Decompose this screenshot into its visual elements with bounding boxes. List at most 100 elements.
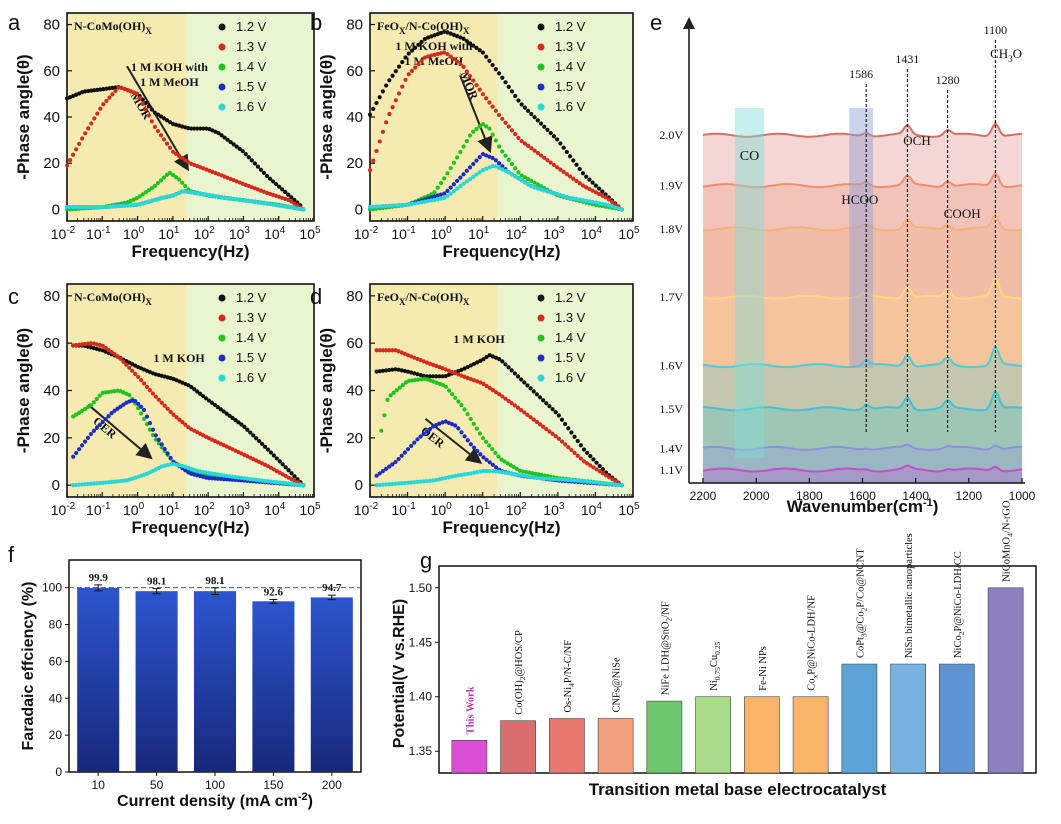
data-point	[168, 409, 173, 414]
x-tick-exponent: 3	[244, 501, 250, 512]
data-point	[519, 178, 524, 183]
data-point	[180, 155, 185, 161]
catalyst-label: NiCo2P@NiCo-LDH/CC	[953, 551, 966, 658]
data-point	[164, 118, 170, 123]
data-point	[561, 145, 566, 150]
data-point	[400, 382, 405, 388]
data-point	[216, 130, 221, 136]
data-point	[438, 196, 444, 201]
x-tick-base: 10	[194, 226, 210, 242]
data-point	[584, 174, 589, 179]
data-point	[493, 164, 498, 169]
data-point	[451, 56, 456, 62]
data-point	[289, 471, 294, 476]
bar-catalyst-6	[744, 696, 780, 774]
data-point	[137, 95, 142, 101]
data-point	[453, 371, 458, 376]
data-point	[487, 58, 492, 63]
panel-f: f 99.9 10 98.1 50 98.1 100 92.6 150 94.7 200 0 20 40 6…	[8, 542, 362, 810]
x-tick-exponent: -1	[407, 225, 416, 236]
data-point	[475, 448, 480, 454]
x-axis-title: Frequency(Hz)	[131, 518, 249, 537]
data-point	[509, 161, 515, 167]
data-point	[183, 158, 188, 163]
x-tick-exponent: 5	[315, 225, 321, 236]
data-point	[544, 476, 549, 481]
data-point	[171, 412, 176, 417]
data-point	[116, 85, 121, 90]
data-point	[110, 204, 115, 209]
data-point	[248, 430, 253, 435]
data-point	[203, 396, 209, 401]
y-tick-label: 1.40	[409, 690, 433, 704]
data-point	[512, 371, 517, 376]
data-point	[73, 205, 79, 210]
data-point	[600, 189, 605, 194]
data-point	[162, 403, 167, 408]
band-label: CO	[740, 149, 759, 164]
x-tick-base: 10	[354, 226, 370, 242]
data-point	[455, 34, 460, 39]
data-point	[465, 412, 470, 417]
title-subscript: X	[463, 297, 470, 307]
data-point	[451, 182, 456, 187]
data-point	[197, 391, 203, 396]
data-point	[138, 378, 144, 383]
band-annotation: OCH	[903, 133, 930, 148]
y-tick-label: 80	[43, 288, 60, 305]
data-point	[571, 158, 576, 163]
data-point	[189, 126, 194, 131]
spectrum-line	[702, 275, 1023, 300]
y-tick-label: 0	[52, 477, 60, 494]
data-point	[438, 180, 444, 186]
data-point	[155, 180, 161, 186]
legend-marker	[537, 294, 545, 302]
data-point	[474, 158, 479, 163]
data-point	[597, 480, 602, 485]
spectrum-potential-label: 1.7V	[659, 290, 683, 304]
data-point	[619, 483, 624, 488]
data-point	[464, 38, 469, 44]
x-tick-label: 100	[123, 225, 145, 242]
data-point	[474, 172, 479, 177]
data-point	[138, 404, 144, 409]
data-point	[526, 143, 531, 148]
data-point	[616, 206, 621, 211]
band-co	[734, 108, 765, 458]
y-tick-label: 0	[355, 477, 363, 494]
data-point	[481, 455, 486, 460]
data-point	[542, 124, 547, 129]
data-point	[613, 202, 618, 207]
low-frequency-region	[67, 13, 187, 221]
data-point	[490, 462, 495, 467]
data-point	[115, 406, 120, 411]
data-point	[519, 473, 524, 478]
data-point	[206, 398, 212, 403]
data-point	[101, 102, 106, 107]
data-point	[559, 477, 565, 482]
data-point	[122, 203, 127, 208]
data-point	[212, 402, 217, 408]
data-point	[383, 368, 389, 373]
data-point	[377, 471, 382, 476]
data-point	[170, 172, 176, 178]
x-tick-exponent: 1	[174, 225, 180, 236]
data-point	[384, 83, 389, 88]
data-point	[167, 145, 173, 150]
data-point	[94, 396, 99, 402]
value-label: 99.9	[89, 572, 109, 584]
data-point	[406, 378, 412, 383]
spectrum-fill	[703, 391, 1022, 483]
data-point	[487, 353, 492, 358]
data-point	[106, 413, 111, 419]
x-tick-exponent: 4	[596, 225, 602, 236]
data-point	[393, 203, 398, 208]
data-point	[484, 166, 489, 171]
title-subscript: X	[145, 297, 152, 307]
data-point	[537, 476, 543, 481]
data-point	[367, 205, 373, 210]
data-point	[402, 351, 407, 356]
y-tick-label: 1.35	[409, 744, 433, 758]
data-point	[387, 367, 392, 373]
data-point	[532, 115, 537, 120]
